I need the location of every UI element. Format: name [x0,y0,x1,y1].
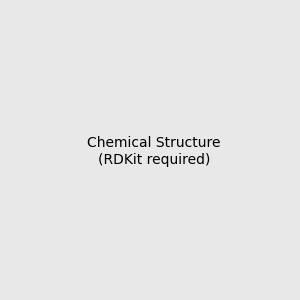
Text: Chemical Structure
(RDKit required): Chemical Structure (RDKit required) [87,136,220,166]
